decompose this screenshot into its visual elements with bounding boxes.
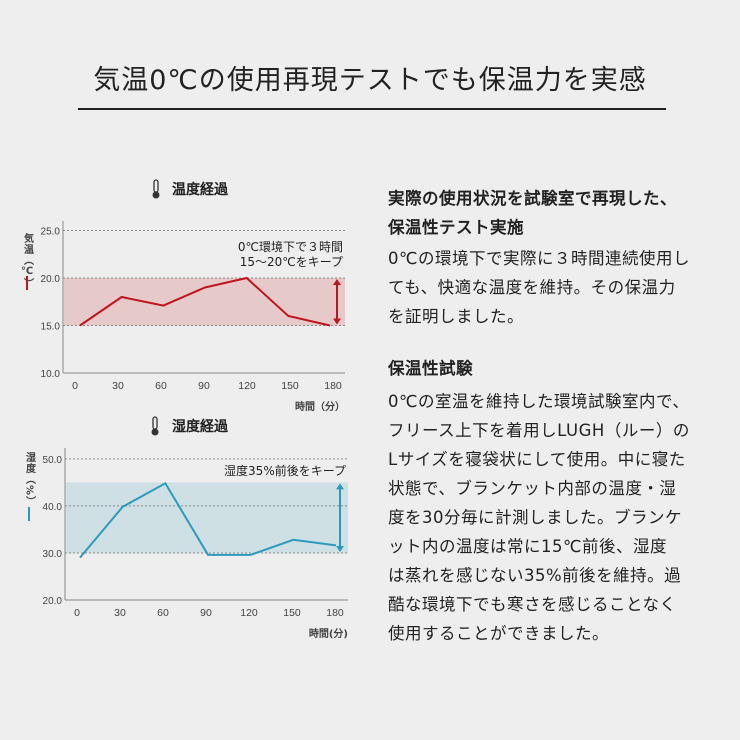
title-divider xyxy=(78,108,666,110)
x-tick-label: 30 xyxy=(112,380,124,392)
text-line: ても、快適な温度を維持。その保温力 xyxy=(388,278,676,297)
paragraph-details: 0℃の室温を維持した環境試験室内で、 フリース上下を着用しLUGH（ルー）の L… xyxy=(388,387,690,648)
text-line: 0℃の室温を維持した環境試験室内で、 xyxy=(388,392,690,411)
heading-line: 保温性テスト実施 xyxy=(388,218,524,237)
heading-test: 実際の使用状況を試験室で再現した、 保温性テスト実施 xyxy=(388,184,677,242)
x-tick-label: 90 xyxy=(200,607,212,619)
x-tick-label: 60 xyxy=(155,380,167,392)
x-axis-label: 時間（分） xyxy=(295,400,345,413)
text-line: フリース上下を着用しLUGH（ルー）の xyxy=(388,421,690,440)
y-axis-label: 気温（℃） xyxy=(21,232,35,289)
page-title: 気温0℃の使用再現テストでも保温力を実感 xyxy=(93,65,647,96)
thermometer-bulb xyxy=(151,428,159,436)
arrow-head-down xyxy=(336,545,344,552)
arrow-head-down xyxy=(333,318,341,325)
x-tick-label: 0 xyxy=(74,607,80,619)
y-tick-label: 20.0 xyxy=(43,596,63,607)
y-tick-label: 30.0 xyxy=(43,549,63,560)
x-tick-label: 90 xyxy=(198,380,210,392)
arrow-head-up xyxy=(336,483,344,490)
annotation-text: 15〜20℃をキープ xyxy=(240,255,343,269)
y-axis-label: 湿度（%） xyxy=(24,451,37,507)
x-tick-label: 150 xyxy=(283,607,301,619)
text-line: 0℃の環境下で実際に３時間連続使用し xyxy=(388,249,691,268)
thermometer-icon xyxy=(153,179,159,193)
text-line: 状態で、ブランケット内部の温度・湿 xyxy=(388,479,677,498)
text-line: 使用することができました。 xyxy=(388,624,609,643)
x-tick-label: 120 xyxy=(238,380,256,392)
x-tick-label: 60 xyxy=(157,607,169,619)
heading-insulation-test: 保温性試験 xyxy=(388,359,473,378)
text-line: 度を30分毎に計測しました。ブランケ xyxy=(388,508,682,527)
y-tick-label: 40.0 xyxy=(43,502,63,513)
y-tick-label: 10.0 xyxy=(41,369,61,380)
heading-line: 実際の使用状況を試験室で再現した、 xyxy=(388,189,677,208)
annotation-text: 湿度35%前後をキープ xyxy=(224,463,346,478)
arrow-head-up xyxy=(333,279,341,285)
x-tick-label: 180 xyxy=(326,607,344,619)
x-axis-label: 時間(分) xyxy=(309,627,348,640)
text-line: 酷な環境下でも寒さを感じることなく xyxy=(388,595,677,614)
annotation-text: 0℃環境下で３時間 xyxy=(238,239,343,254)
thermometer-icon xyxy=(152,416,158,430)
y-tick-label: 25.0 xyxy=(41,227,61,238)
x-tick-label: 120 xyxy=(240,607,258,619)
y-tick-label: 20.0 xyxy=(41,274,61,285)
x-tick-label: 150 xyxy=(281,380,299,392)
thermometer-bulb xyxy=(152,191,160,199)
x-tick-label: 0 xyxy=(72,380,78,392)
x-tick-label: 30 xyxy=(114,607,126,619)
text-line: は蒸れを感じない35%前後を維持。過 xyxy=(388,566,682,585)
y-tick-label: 50.0 xyxy=(43,455,63,466)
text-line: を証明しました。 xyxy=(388,307,524,326)
x-tick-label: 180 xyxy=(324,380,342,392)
y-tick-label: 15.0 xyxy=(41,322,61,333)
chart-title: 湿度経過 xyxy=(172,418,229,435)
text-line: ット内の温度は常に15℃前後、湿度 xyxy=(388,537,668,556)
paragraph-summary: 0℃の環境下で実際に３時間連続使用し ても、快適な温度を維持。その保温力 を証明… xyxy=(388,244,690,331)
chart-title: 温度経過 xyxy=(172,181,229,198)
text-line: Lサイズを寝袋状にして使用。中に寝た xyxy=(388,450,686,469)
